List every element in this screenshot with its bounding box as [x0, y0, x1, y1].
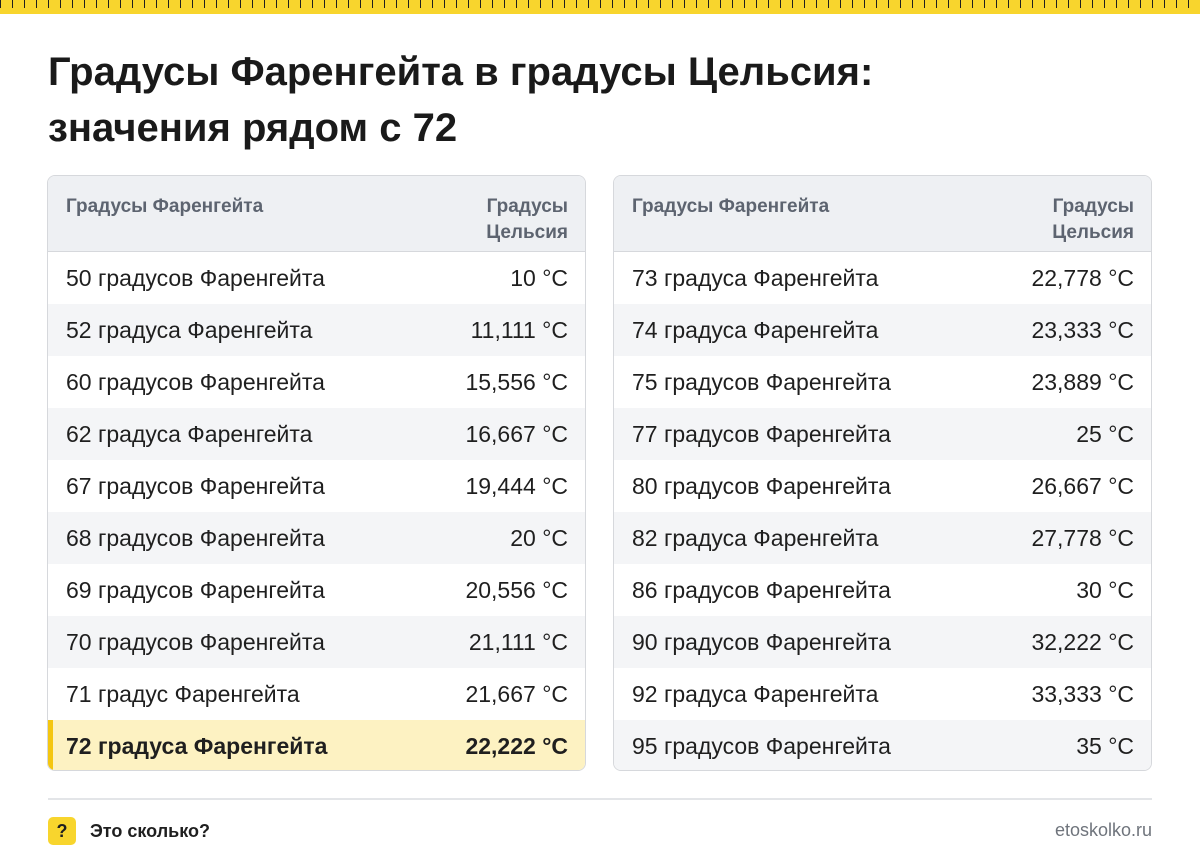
celsius-cell: 23,889 °C — [1031, 368, 1134, 395]
fahrenheit-cell: 68 градусов Фаренгейта — [66, 524, 325, 551]
conversion-table-left: Градусы Фаренгейта Градусы Цельсия 50 гр… — [47, 175, 586, 771]
brand-block[interactable]: ? Это сколько? — [48, 817, 210, 845]
celsius-cell: 33,333 °C — [1031, 680, 1134, 707]
fahrenheit-cell: 92 градуса Фаренгейта — [632, 680, 879, 707]
celsius-cell: 26,667 °C — [1031, 472, 1134, 499]
header-celsius-line2: Цельсия — [486, 222, 568, 243]
table-row: 52 градуса Фаренгейта 11,111 °C — [48, 304, 585, 356]
celsius-cell: 10 °C — [510, 264, 568, 291]
title-line-2: значения рядом с 72 — [48, 106, 458, 150]
table-row: 92 градуса Фаренгейта 33,333 °C — [614, 668, 1151, 720]
celsius-cell: 30 °C — [1076, 576, 1134, 603]
page-title: Градусы Фаренгейта в градусы Цельсия: зн… — [48, 44, 1148, 156]
question-mark-icon: ? — [48, 817, 76, 845]
celsius-cell: 15,556 °C — [465, 368, 568, 395]
celsius-cell: 16,667 °C — [465, 420, 568, 447]
table-row: 90 градусов Фаренгейта 32,222 °C — [614, 616, 1151, 668]
table-row: 62 градуса Фаренгейта 16,667 °C — [48, 408, 585, 460]
fahrenheit-cell: 86 градусов Фаренгейта — [632, 576, 891, 603]
fahrenheit-cell: 95 градусов Фаренгейта — [632, 732, 891, 759]
celsius-cell: 11,111 °C — [470, 316, 568, 343]
header-celsius-line1: Градусы — [1052, 196, 1134, 217]
header-fahrenheit: Градусы Фаренгейта — [632, 196, 830, 217]
celsius-cell: 25 °C — [1076, 420, 1134, 447]
fahrenheit-cell: 71 градус Фаренгейта — [66, 680, 300, 707]
table-row: 73 градуса Фаренгейта 22,778 °C — [614, 252, 1151, 304]
fahrenheit-cell: 90 градусов Фаренгейта — [632, 628, 891, 655]
fahrenheit-cell: 69 градусов Фаренгейта — [66, 576, 325, 603]
table-body: 73 градуса Фаренгейта 22,778 °C 74 градуса… — [614, 252, 1151, 770]
table-row: 80 градусов Фаренгейта 26,667 °C — [614, 460, 1151, 512]
fahrenheit-cell: 52 градуса Фаренгейта — [66, 316, 313, 343]
site-link[interactable]: etoskolko.ru — [1054, 820, 1152, 840]
celsius-cell: 22,778 °C — [1031, 264, 1134, 291]
ruler-strip — [0, 0, 1200, 14]
header-celsius: Градусы Цельсия — [458, 194, 568, 251]
fahrenheit-cell: 62 градуса Фаренгейта — [66, 420, 313, 447]
table-row: 75 градусов Фаренгейта 23,889 °C — [614, 356, 1151, 408]
header-fahrenheit: Градусы Фаренгейта — [66, 196, 264, 217]
table-row: 68 градусов Фаренгейта 20 °C — [48, 512, 585, 564]
header-celsius: Градусы Цельсия — [1024, 194, 1134, 251]
celsius-cell: 20,556 °C — [465, 576, 568, 603]
conversion-table-right: Градусы Фаренгейта Градусы Цельсия 73 гр… — [613, 175, 1152, 771]
table-row: 82 градуса Фаренгейта 27,778 °C — [614, 512, 1151, 564]
fahrenheit-cell: 70 градусов Фаренгейта — [66, 628, 325, 655]
table-row: 67 градусов Фаренгейта 19,444 °C — [48, 460, 585, 512]
fahrenheit-cell: 80 градусов Фаренгейта — [632, 472, 891, 499]
celsius-cell: 27,778 °C — [1031, 524, 1134, 551]
fahrenheit-cell: 77 градусов Фаренгейта — [632, 420, 891, 447]
table-row: 74 градуса Фаренгейта 23,333 °C — [614, 304, 1151, 356]
table-row: 60 градусов Фаренгейта 15,556 °C — [48, 356, 585, 408]
table-row: 69 градусов Фаренгейта 20,556 °C — [48, 564, 585, 616]
fahrenheit-cell: 82 градуса Фаренгейта — [632, 524, 879, 551]
fahrenheit-cell: 74 градуса Фаренгейта — [632, 316, 879, 343]
table-header: Градусы Фаренгейта Градусы Цельсия — [48, 176, 585, 252]
table-row: 95 градусов Фаренгейта 35 °C — [614, 720, 1151, 770]
celsius-cell: 32,222 °C — [1031, 628, 1134, 655]
fahrenheit-cell: 67 градусов Фаренгейта — [66, 472, 325, 499]
table-row: 77 градусов Фаренгейта 25 °C — [614, 408, 1151, 460]
fahrenheit-cell: 72 градуса Фаренгейта — [66, 732, 328, 759]
fahrenheit-cell: 73 градуса Фаренгейта — [632, 264, 879, 291]
table-body: 50 градусов Фаренгейта 10 °C 52 градуса Фа… — [48, 252, 585, 770]
celsius-cell: 22,222 °C — [465, 732, 568, 759]
header-celsius-line1: Градусы — [486, 196, 568, 217]
table-row: 71 градус Фаренгейта 21,667 °C — [48, 668, 585, 720]
table-row: 70 градусов Фаренгейта 21,111 °C — [48, 616, 585, 668]
brand-name: Это сколько? — [90, 820, 210, 841]
table-header: Градусы Фаренгейта Градусы Цельсия — [614, 176, 1151, 252]
table-row-highlighted: 72 градуса Фаренгейта 22,222 °C — [48, 720, 585, 770]
fahrenheit-cell: 50 градусов Фаренгейта — [66, 264, 325, 291]
table-row: 50 градусов Фаренгейта 10 °C — [48, 252, 585, 304]
table-row: 86 градусов Фаренгейта 30 °C — [614, 564, 1151, 616]
celsius-cell: 19,444 °C — [465, 472, 568, 499]
footer-divider — [48, 798, 1152, 800]
celsius-cell: 21,111 °C — [468, 628, 568, 655]
celsius-cell: 20 °C — [510, 524, 568, 551]
fahrenheit-cell: 75 градусов Фаренгейта — [632, 368, 891, 395]
celsius-cell: 35 °C — [1076, 732, 1134, 759]
celsius-cell: 23,333 °C — [1031, 316, 1134, 343]
fahrenheit-cell: 60 градусов Фаренгейта — [66, 368, 325, 395]
title-line-1: Градусы Фаренгейта в градусы Цельсия: — [48, 50, 874, 94]
celsius-cell: 21,667 °C — [465, 680, 568, 707]
header-celsius-line2: Цельсия — [1052, 222, 1134, 243]
